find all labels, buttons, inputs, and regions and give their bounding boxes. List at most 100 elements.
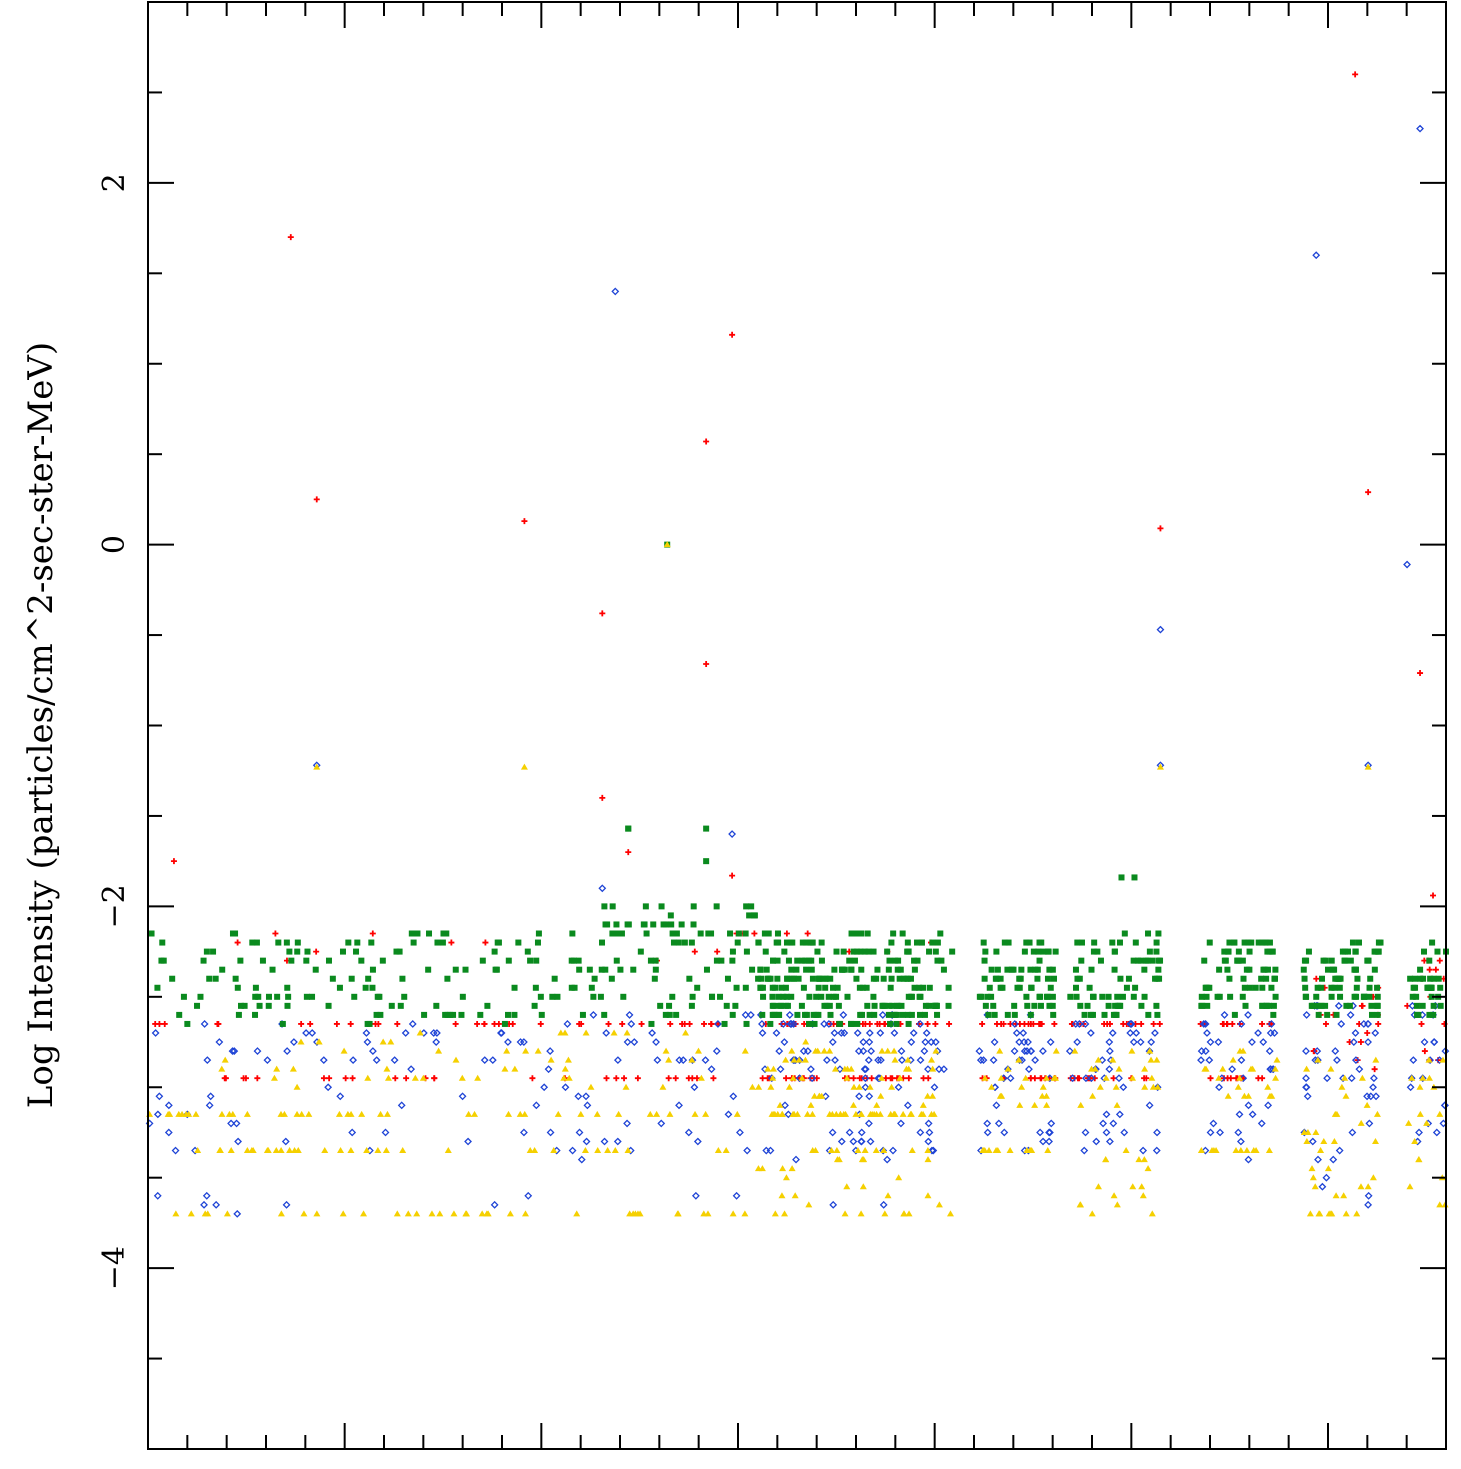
data-point-diamond (916, 1020, 925, 1028)
data-point-square (899, 1011, 906, 1018)
data-point-triangle (917, 1110, 925, 1117)
data-point-square (1072, 966, 1079, 973)
data-point-square (848, 1020, 855, 1027)
data-point-triangle (891, 1056, 899, 1063)
data-point-square (613, 921, 620, 928)
data-point-square (1031, 1002, 1038, 1009)
data-point-diamond (1081, 1128, 1090, 1137)
data-point-square (1427, 984, 1434, 991)
data-point-triangle (1271, 1065, 1279, 1072)
data-point-diamond (925, 1128, 934, 1137)
data-point-triangle (769, 1065, 777, 1072)
data-point-square (848, 966, 855, 973)
data-point-triangle (293, 1083, 301, 1090)
data-point-square (940, 966, 947, 973)
data-point-plus (320, 1075, 327, 1082)
data-point-square (991, 1011, 998, 1018)
data-point-square (1089, 993, 1096, 1000)
data-point-triangle (383, 1110, 391, 1117)
data-point-square (905, 948, 912, 955)
data-point-square (1105, 993, 1112, 1000)
data-point-triangle (854, 1147, 862, 1154)
data-point-diamond (1197, 1056, 1205, 1065)
data-point-triangle (873, 1101, 881, 1108)
data-point-triangle (435, 1047, 443, 1054)
data-point-triangle (828, 1110, 836, 1117)
data-point-plus (272, 930, 279, 937)
data-point-triangle (1154, 1083, 1162, 1090)
data-point-plus (1150, 1020, 1157, 1027)
data-point-square (785, 957, 792, 964)
data-point-square (1367, 975, 1374, 982)
data-point-diamond (1257, 1119, 1266, 1128)
data-point-square (410, 939, 417, 946)
data-point-square (1152, 975, 1159, 982)
data-point-diamond (795, 1056, 804, 1065)
data-point-square (511, 984, 518, 991)
data-point-diamond (1214, 1038, 1223, 1046)
data-point-square (990, 1002, 997, 1009)
data-point-diamond (675, 1056, 684, 1065)
data-point-square (1153, 948, 1160, 955)
data-point-triangle (1237, 1147, 1245, 1154)
data-point-square (1303, 993, 1310, 1000)
data-point-diamond (1365, 1119, 1374, 1128)
data-point-square (1021, 948, 1028, 955)
data-point-triangle (582, 1029, 590, 1036)
data-point-diamond (883, 1155, 892, 1164)
data-point-triangle (547, 1056, 555, 1063)
data-point-plus (1030, 1020, 1037, 1027)
data-point-triangle (272, 1147, 280, 1154)
data-point-square (531, 1002, 538, 1009)
data-point-square (1145, 1011, 1152, 1018)
data-point-square (1316, 1002, 1323, 1009)
data-point-plus (394, 1020, 401, 1027)
data-point-square (933, 1002, 940, 1009)
data-point-square (798, 1002, 805, 1009)
data-point-diamond (1197, 1047, 1206, 1055)
data-point-square (905, 1011, 912, 1018)
data-point-diamond (1244, 1101, 1253, 1110)
data-point-square (908, 1011, 915, 1018)
data-point-square (1157, 957, 1164, 964)
data-point-square (778, 984, 785, 991)
data-point-diamond (707, 1065, 716, 1074)
data-point-diamond (865, 1029, 874, 1037)
data-point-square (1328, 984, 1335, 991)
data-point-diamond (924, 1137, 933, 1146)
data-point-triangle (1331, 1110, 1339, 1117)
data-point-square (1023, 939, 1030, 946)
data-point-diamond (728, 830, 737, 838)
data-point-diamond (1129, 1038, 1138, 1046)
data-point-plus (372, 1020, 379, 1027)
data-point-triangle (793, 1110, 801, 1117)
data-point-plus (613, 1075, 620, 1082)
data-point-triangle (501, 1065, 509, 1072)
data-point-square (505, 957, 512, 964)
data-point-diamond (582, 1137, 591, 1146)
data-point-square (1437, 1002, 1444, 1009)
data-point-square (1328, 957, 1335, 964)
data-point-square (1437, 984, 1444, 991)
data-point-square (1263, 1002, 1270, 1009)
data-point-diamond (1313, 1056, 1322, 1065)
data-point-square (511, 1011, 518, 1018)
data-point-square (755, 939, 762, 946)
data-point-square (864, 930, 871, 937)
data-point-triangle (1042, 1074, 1050, 1081)
data-point-square (916, 984, 923, 991)
data-point-diamond (990, 1038, 999, 1046)
data-point-square (926, 984, 933, 991)
data-point-diamond (602, 1029, 611, 1037)
data-point-square (309, 993, 316, 1000)
data-point-triangle (478, 1210, 486, 1217)
data-point-diamond (1364, 1020, 1372, 1028)
data-point-triangle (802, 1038, 810, 1045)
data-point-square (853, 948, 860, 955)
data-point-plus (667, 1020, 674, 1027)
data-point-square (926, 1002, 933, 1009)
data-point-square (1011, 1002, 1018, 1009)
data-point-plus (1259, 1020, 1266, 1027)
data-point-triangle (907, 1110, 915, 1117)
